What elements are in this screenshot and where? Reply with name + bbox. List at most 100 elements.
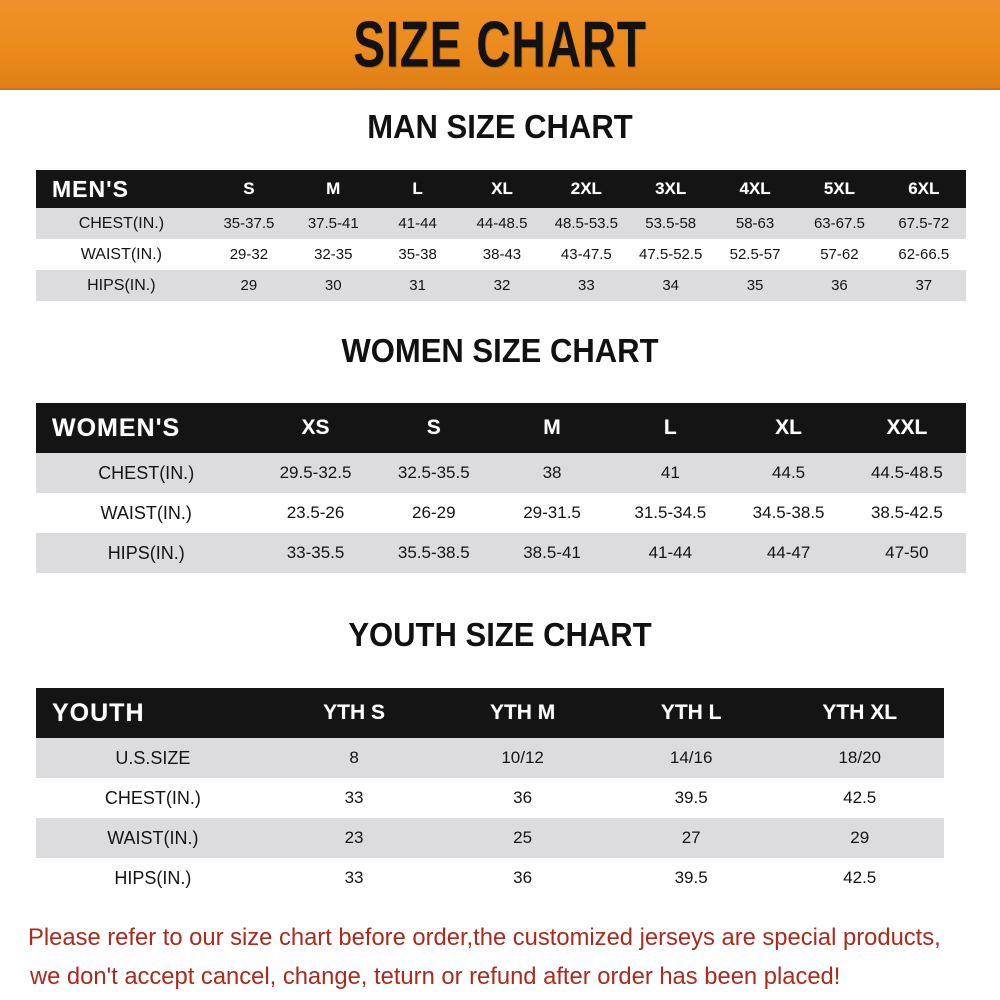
- women-size-column-header: M: [543, 416, 561, 439]
- women-size-column-header: XXL: [886, 416, 928, 439]
- measurement-cell: 29: [850, 828, 870, 847]
- measurement-row-label: CHEST(IN.): [78, 214, 165, 232]
- youth-size-table: YOUTH YTH S YTH M YTH L YTH XL U.S.SIZE 8 10/12…: [36, 688, 944, 898]
- women-table-corner-label: WOMEN'S: [52, 413, 181, 442]
- footer-disclaimer: Please refer to our size chart before or…: [28, 918, 950, 996]
- measurement-cell: 31: [409, 277, 426, 294]
- measurement-cell: 44.5-48.5: [870, 463, 943, 482]
- measurement-cell: 8: [349, 748, 359, 767]
- measurement-row-label: HIPS(IN.): [114, 867, 192, 888]
- measurement-cell: 47-50: [885, 543, 929, 562]
- measurement-cell: 39.5: [674, 868, 708, 887]
- women-table-header-row: WOMEN'S XS S M L XL XXL: [36, 403, 966, 453]
- youth-size-column-header: YTH L: [660, 701, 722, 724]
- measurement-cell: 36: [831, 277, 848, 294]
- measurement-cell: 44-48.5: [476, 215, 528, 232]
- measurement-cell: 33-35.5: [286, 543, 345, 562]
- measurement-cell: 34.5-38.5: [752, 503, 825, 522]
- youth-size-column-header: YTH M: [489, 701, 556, 724]
- measurement-cell: 38: [542, 463, 562, 482]
- measurement-cell: 35.5-38.5: [397, 543, 470, 562]
- measurement-cell: 42.5: [843, 788, 877, 807]
- measurement-row-label: WAIST(IN.): [80, 245, 162, 263]
- measurement-cell: 44.5: [772, 463, 806, 482]
- measurement-cell: 18/20: [838, 748, 881, 767]
- youth-table-header-row: YOUTH YTH S YTH M YTH L YTH XL: [36, 688, 944, 738]
- measurement-cell: 33: [344, 868, 364, 887]
- footer-line-2: we don't accept cancel, change, teturn o…: [29, 963, 841, 990]
- footer-line-1: Please refer to our size chart before or…: [28, 924, 941, 951]
- table-row: WAIST(IN.) 29-32 32-35 35-38 38-43 43-47.5 47.…: [36, 239, 966, 270]
- men-table-header-row: MEN'S S M L XL 2XL 3XL 4XL 5XL 6XL: [36, 170, 966, 208]
- measurement-cell: 35: [746, 277, 764, 294]
- men-size-column-header: 4XL: [739, 179, 771, 198]
- measurement-cell: 32: [493, 277, 511, 294]
- table-row: HIPS(IN.) 33-35.5 35.5-38.5 38.5-41 41-44 44-…: [36, 533, 966, 573]
- measurement-row-label: HIPS(IN.): [107, 542, 185, 563]
- measurement-cell: 27: [681, 828, 701, 847]
- measurement-cell: 32.5-35.5: [397, 463, 470, 482]
- women-size-column-header: L: [663, 416, 677, 439]
- measurement-cell: 29: [240, 277, 258, 294]
- measurement-cell: 33: [344, 788, 364, 807]
- measurement-row-label: WAIST(IN.): [100, 502, 192, 523]
- section-title-women: WOMEN SIZE CHART: [341, 332, 659, 369]
- page-title: SIZE CHART: [353, 7, 647, 81]
- measurement-cell: 38.5-41: [523, 543, 581, 562]
- measurement-cell: 39.5: [674, 788, 708, 807]
- youth-size-column-header: YTH XL: [822, 701, 898, 724]
- men-size-column-header: 2XL: [570, 179, 602, 198]
- measurement-row-label: CHEST(IN.): [104, 787, 201, 808]
- men-size-column-header: L: [412, 179, 423, 198]
- measurement-cell: 41: [660, 463, 680, 482]
- measurement-cell: 42.5: [843, 868, 877, 887]
- measurement-cell: 48.5-53.5: [554, 215, 619, 232]
- table-row: U.S.SIZE 8 10/12 14/16 18/20: [36, 738, 944, 778]
- men-table-corner-label: MEN'S: [52, 175, 129, 202]
- measurement-cell: 30: [324, 277, 342, 294]
- youth-size-column-header: YTH S: [323, 701, 385, 724]
- table-row: CHEST(IN.) 35-37.5 37.5-41 41-44 44-48.5 48.5…: [36, 208, 966, 239]
- measurement-cell: 29-31.5: [523, 503, 581, 522]
- table-row: HIPS(IN.) 33 36 39.5 42.5: [36, 858, 944, 898]
- measurement-cell: 29.5-32.5: [279, 463, 352, 482]
- section-title-man: MAN SIZE CHART: [367, 108, 633, 145]
- measurement-cell: 26-29: [412, 503, 456, 522]
- measurement-cell: 47.5-52.5: [639, 246, 703, 263]
- measurement-cell: 25: [513, 828, 533, 847]
- men-size-column-header: M: [326, 179, 341, 198]
- measurement-cell: 52.5-57: [729, 246, 781, 263]
- table-row: CHEST(IN.) 29.5-32.5 32.5-35.5 38 41 44.5 44.5…: [36, 453, 966, 493]
- measurement-cell: 35-37.5: [223, 215, 275, 232]
- measurement-cell: 57-62: [820, 246, 859, 263]
- section-title-youth: YOUTH SIZE CHART: [348, 616, 652, 653]
- men-size-column-header: 3XL: [655, 179, 687, 198]
- table-row: HIPS(IN.) 29 30 31 32 33 34 35 36 37: [36, 270, 966, 301]
- measurement-cell: 36: [513, 788, 533, 807]
- table-row: CHEST(IN.) 33 36 39.5 42.5: [36, 778, 944, 818]
- measurement-cell: 62-66.5: [898, 246, 950, 263]
- men-size-table: MEN'S S M L XL 2XL 3XL 4XL 5XL 6XL CHEST(IN.) 35-37…: [36, 170, 966, 301]
- measurement-cell: 23.5-26: [286, 503, 345, 522]
- men-size-column-header: XL: [491, 179, 513, 198]
- measurement-cell: 53.5-58: [645, 215, 697, 232]
- women-size-column-header: XL: [775, 416, 802, 439]
- measurement-cell: 41-44: [398, 215, 437, 232]
- measurement-cell: 67.5-72: [898, 215, 950, 232]
- measurement-cell: 63-67.5: [813, 215, 865, 232]
- women-size-table: WOMEN'S XS S M L XL XXL CHEST(IN.) 29.5-32.5 32.5…: [36, 403, 966, 573]
- measurement-cell: 29-32: [229, 246, 269, 263]
- men-size-column-header: S: [243, 179, 255, 198]
- measurement-row-label: U.S.SIZE: [115, 747, 191, 768]
- measurement-row-label: CHEST(IN.): [98, 462, 195, 483]
- women-size-column-header: XS: [301, 416, 330, 439]
- men-size-column-header: 5XL: [823, 179, 855, 198]
- measurement-cell: 44-47: [766, 543, 811, 562]
- measurement-cell: 33: [577, 277, 595, 294]
- measurement-cell: 58-63: [735, 215, 775, 232]
- table-row: WAIST(IN.) 23.5-26 26-29 29-31.5 31.5-34.5 34…: [36, 493, 966, 533]
- measurement-cell: 38-43: [482, 246, 522, 263]
- measurement-cell: 32-35: [314, 246, 353, 263]
- measurement-cell: 14/16: [669, 748, 713, 767]
